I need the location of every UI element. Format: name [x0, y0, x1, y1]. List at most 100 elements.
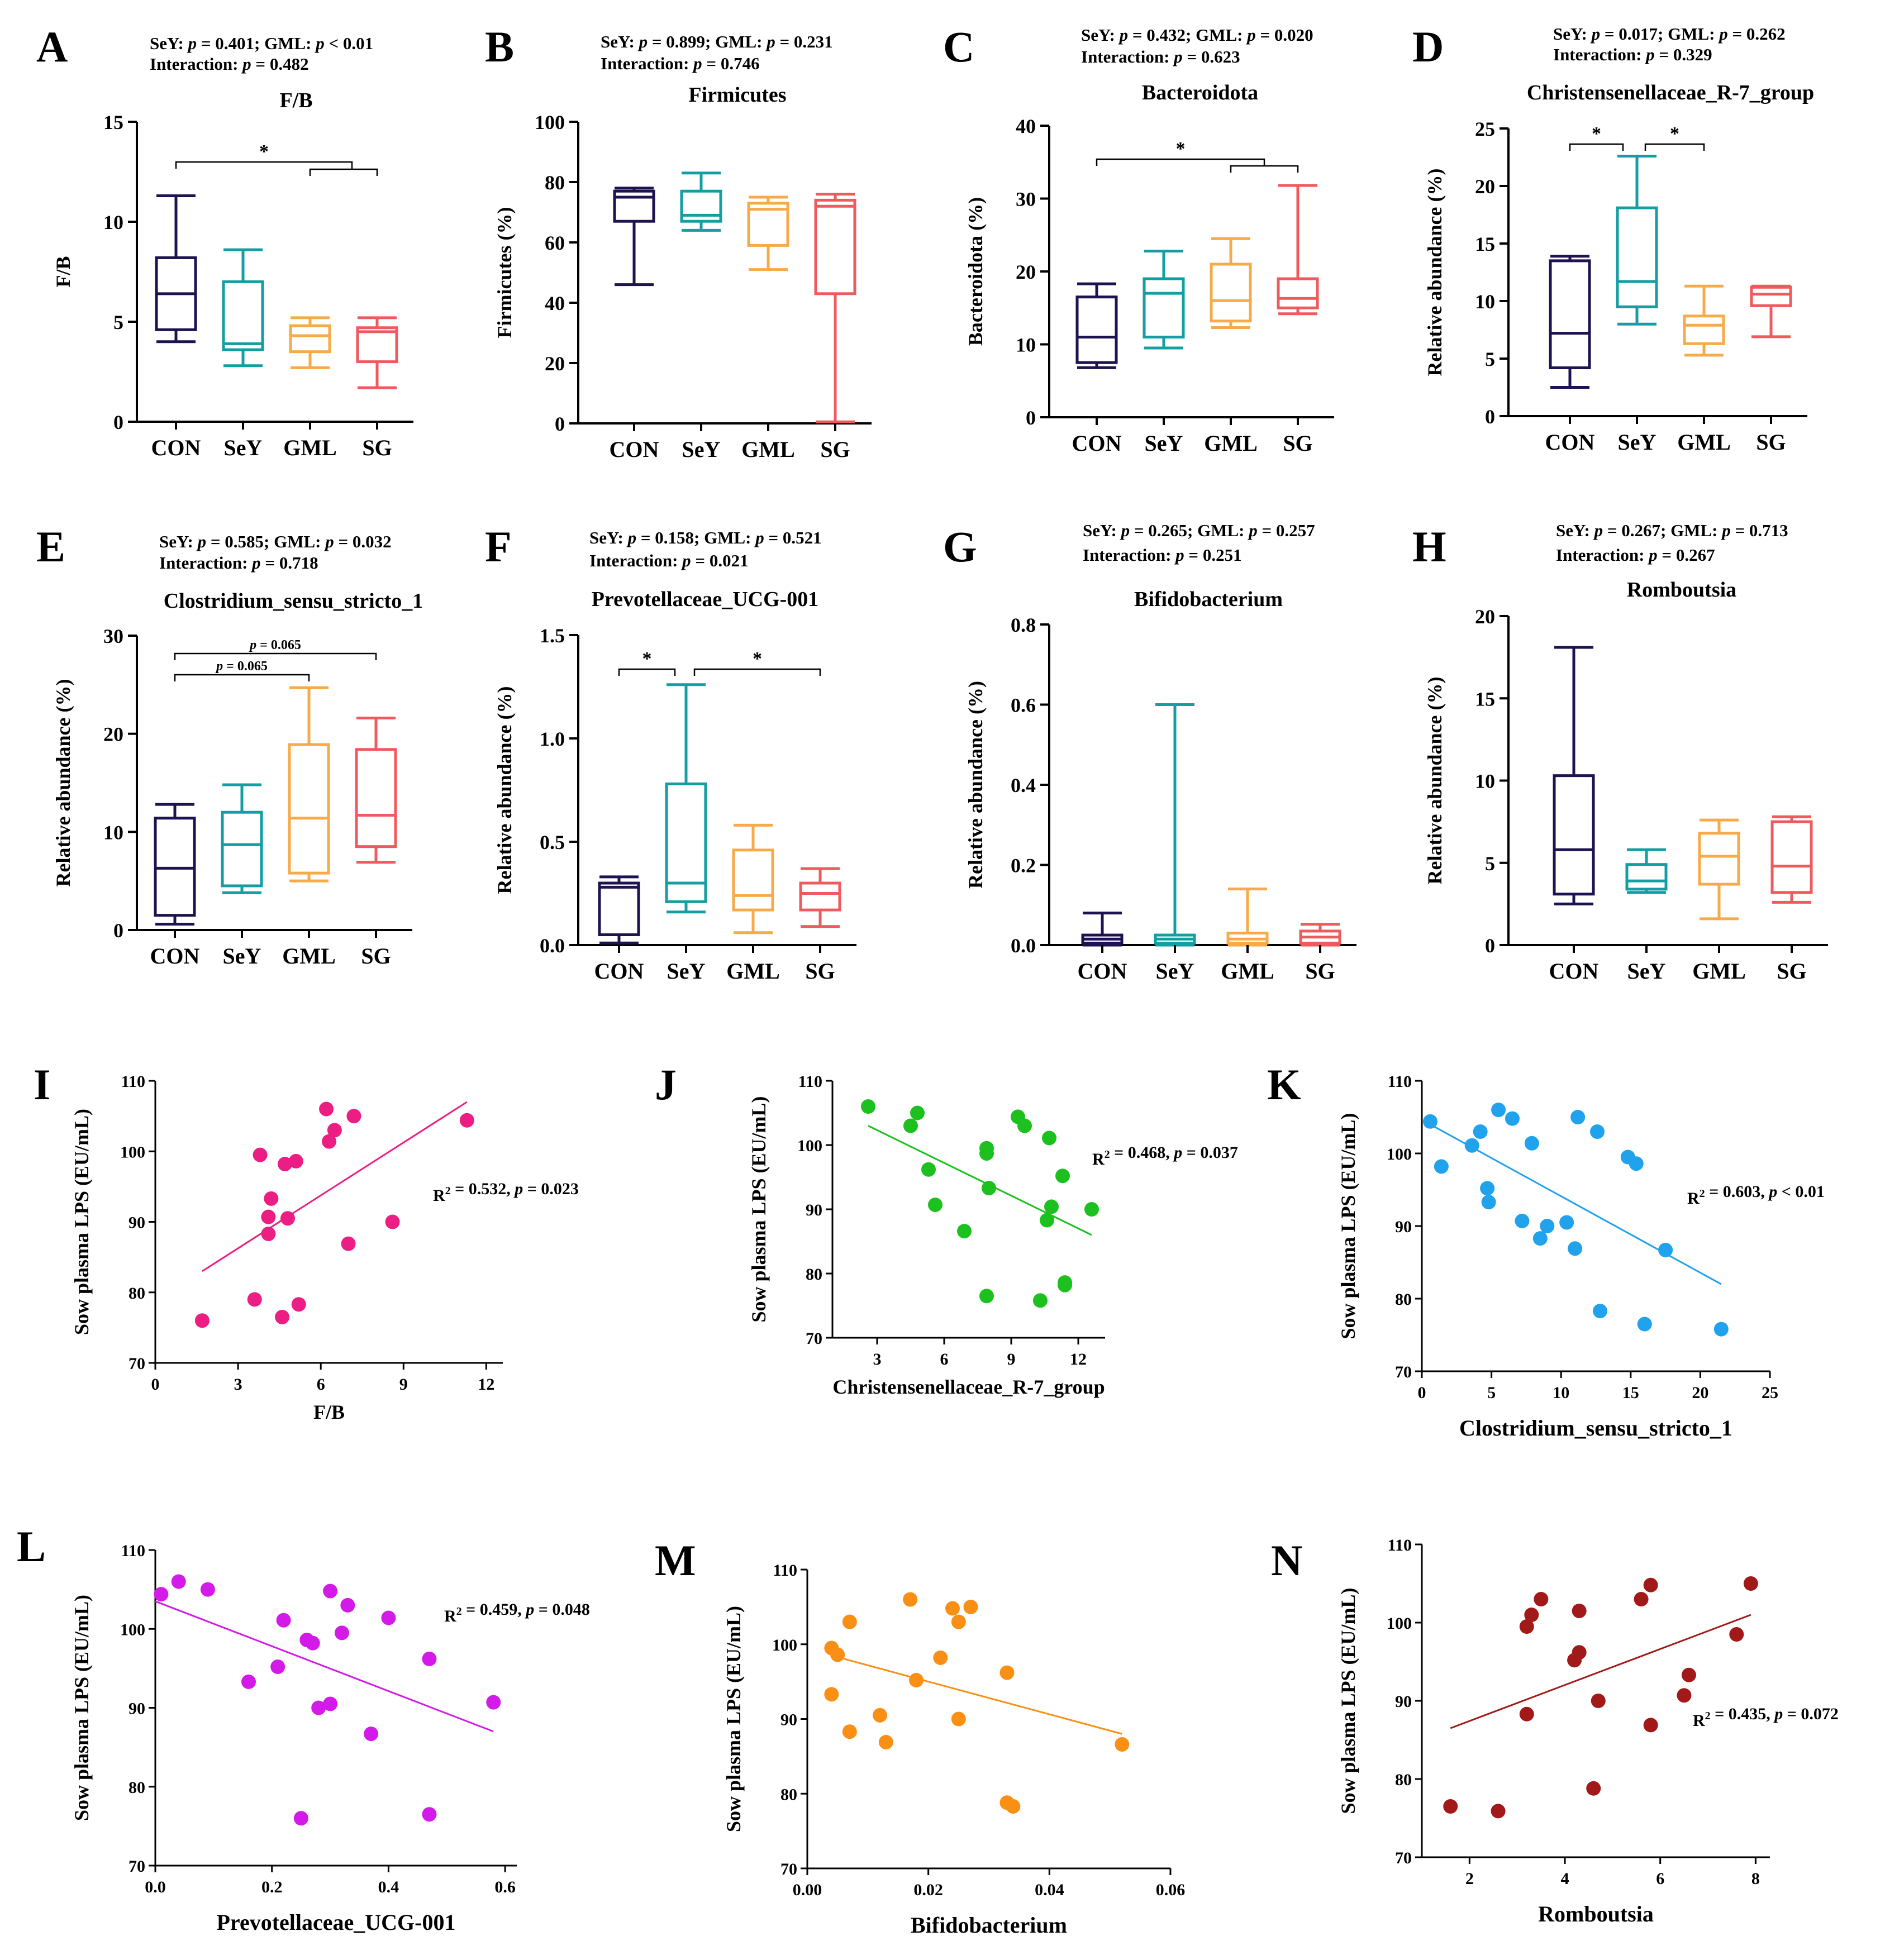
significance-bracket	[618, 668, 676, 676]
y-axis-label: Relative abundance (%)	[493, 686, 516, 894]
box-sg	[1299, 923, 1341, 947]
data-point	[288, 1153, 303, 1169]
y-tick-label: 25	[1475, 118, 1495, 140]
box-body	[1698, 832, 1740, 886]
box-sey	[665, 683, 707, 914]
data-point	[486, 1695, 501, 1710]
y-tick-label: 110	[798, 1072, 822, 1091]
data-point	[270, 1659, 285, 1675]
x-tick-label: SeY	[1145, 431, 1183, 456]
stats-line-2: Interaction: p = 0.329	[1553, 45, 1712, 64]
stats-line-1: SeY: p = 0.017; GML: p = 0.262	[1553, 24, 1786, 44]
data-point	[278, 1156, 293, 1171]
box-sey	[222, 248, 264, 368]
data-point	[311, 1700, 326, 1715]
data-point	[1519, 1619, 1534, 1634]
box-con	[1553, 646, 1595, 905]
data-point	[1681, 1667, 1696, 1682]
box-body	[680, 189, 722, 223]
data-point	[276, 1613, 291, 1628]
data-point	[921, 1162, 936, 1177]
y-tick-label: 30	[103, 625, 123, 647]
y-tick-label: 90	[1395, 1218, 1412, 1236]
regression-annotation: R2 = 0.532, p = 0.023	[433, 1180, 579, 1205]
data-point	[1055, 1169, 1070, 1184]
box-con	[154, 803, 196, 926]
data-point	[1033, 1293, 1048, 1308]
stats-line-2: Interaction: p = 0.251	[1083, 545, 1242, 565]
data-point	[1017, 1118, 1032, 1133]
y-tick-label: 5	[1485, 852, 1495, 875]
data-point	[1481, 1195, 1496, 1210]
y-tick-label: 90	[806, 1201, 822, 1219]
data-point	[873, 1708, 887, 1723]
data-point	[1713, 1322, 1729, 1337]
data-point	[999, 1665, 1015, 1680]
data-point	[1434, 1159, 1449, 1174]
x-tick-label: GML	[1692, 958, 1746, 984]
significance-bracket	[1644, 143, 1705, 151]
panel-a: A SeY: p = 0.401; GML: p < 0.01Interactio…	[36, 22, 413, 460]
data-point	[319, 1101, 334, 1117]
box-gml	[732, 823, 774, 934]
box-sg	[1277, 184, 1319, 316]
y-tick-label: 40	[545, 292, 565, 314]
data-point	[327, 1123, 342, 1138]
x-tick-label: 3	[873, 1350, 882, 1368]
x-axis-label: Bifidobacterium	[911, 1913, 1067, 1938]
data-point	[1589, 1124, 1605, 1139]
panel-b: B SeY: p = 0.899; GML: p = 0.231 Interacti…	[485, 22, 872, 462]
data-point	[1084, 1202, 1099, 1217]
y-tick-label: 10	[103, 211, 123, 233]
panel-e: E SeY: p = 0.585; GML: p = 0.032 Interacti…	[36, 522, 423, 969]
data-point	[1629, 1156, 1644, 1171]
x-tick-label: 5	[1487, 1384, 1496, 1402]
panel-label-j: J	[655, 1060, 677, 1109]
data-point	[322, 1134, 336, 1149]
data-point	[261, 1226, 276, 1241]
box-sg	[355, 717, 397, 864]
x-tick-label: CON	[150, 943, 200, 969]
box-body	[1616, 206, 1658, 308]
data-point	[1491, 1804, 1506, 1819]
y-axis-label: Bacteroidota (%)	[964, 197, 987, 346]
box-gml	[289, 316, 331, 369]
x-tick-label: GML	[1204, 431, 1258, 456]
panel-label-m: M	[655, 1536, 696, 1585]
box-gml	[1226, 888, 1269, 947]
x-tick-label: 20	[1692, 1384, 1708, 1402]
chart-title: F/B	[279, 89, 312, 112]
significance-bracket	[309, 168, 378, 176]
regression-line	[202, 1101, 468, 1272]
y-tick-label: 40	[1016, 115, 1036, 137]
y-tick-label: 100	[772, 1636, 797, 1654]
y-tick-label: 80	[806, 1265, 822, 1284]
data-point	[979, 1289, 994, 1304]
data-point	[1422, 1114, 1437, 1129]
panel-label-i: I	[34, 1060, 50, 1109]
x-tick-label: SG	[1756, 430, 1786, 455]
data-point	[903, 1592, 918, 1607]
x-tick-label: CON	[1545, 430, 1595, 455]
box-sey	[1625, 848, 1668, 894]
x-tick-label: 9	[399, 1375, 408, 1394]
x-axis-label: Romboutsia	[1538, 1901, 1654, 1926]
box-body	[1683, 314, 1725, 345]
data-point	[1006, 1799, 1021, 1814]
data-point	[861, 1099, 875, 1114]
x-tick-label: GML	[1677, 430, 1731, 455]
data-point	[1637, 1317, 1652, 1332]
data-point	[1570, 1110, 1586, 1124]
box-con	[1081, 912, 1124, 947]
x-tick-label: SeY	[1156, 958, 1194, 984]
y-axis-label: F/B	[52, 256, 74, 287]
data-point	[364, 1727, 379, 1742]
box-body	[814, 198, 856, 295]
y-tick-label: 80	[128, 1284, 145, 1303]
y-tick-label: 110	[773, 1561, 797, 1580]
data-point	[903, 1118, 918, 1133]
x-tick-label: SG	[361, 943, 391, 969]
y-tick-label: 15	[1475, 688, 1495, 710]
panel-g: G SeY: p = 0.265; GML: p = 0.257 Interacti…	[943, 521, 1356, 984]
significance-label: *	[259, 141, 269, 162]
